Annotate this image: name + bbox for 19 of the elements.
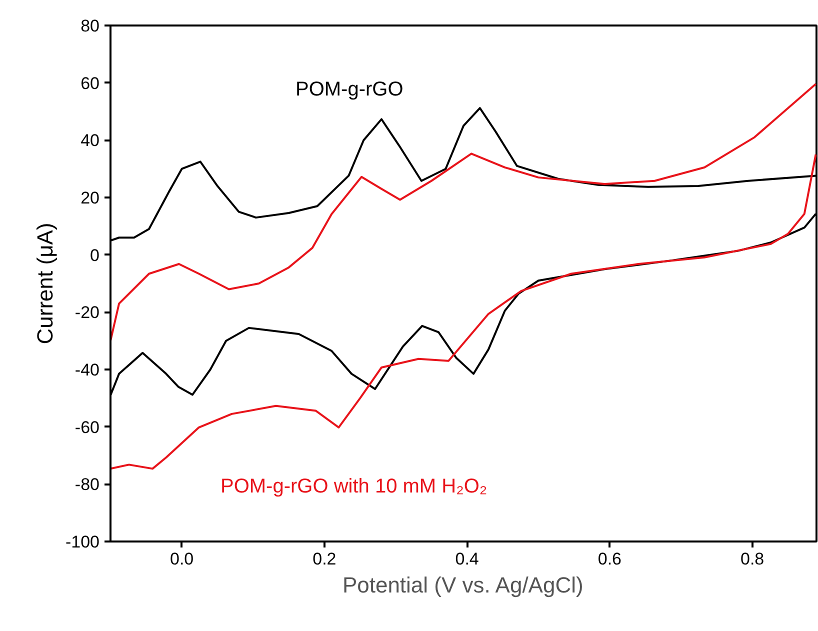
y-tick-label: 80	[80, 16, 100, 36]
x-axis-title: Potential (V vs. Ag/AgCl)	[342, 572, 584, 598]
y-tick-label: -100	[65, 532, 100, 552]
text: POM-g-rGO with 10 mM H₂O₂	[220, 476, 488, 498]
y-tick-label: 60	[80, 74, 100, 93]
x-tick-label: 0.0	[170, 550, 194, 568]
y-tick-label: -20	[74, 303, 100, 322]
series-label: POM-g-rGO	[296, 78, 404, 100]
y-axis-title: Current (μA)	[32, 222, 58, 344]
y-tick-label: -80	[74, 475, 100, 494]
x-tick-label: 0.8	[740, 550, 764, 568]
y-tick-label: 40	[80, 131, 100, 150]
x-tick-label: 0.4	[455, 550, 479, 568]
y-tick-label: 20	[80, 188, 100, 208]
x-tick-label: 0.2	[312, 550, 336, 568]
y-tick-label: -40	[74, 360, 100, 380]
y-tick-label: 0	[90, 246, 100, 265]
y-tick-label: -60	[74, 418, 100, 437]
x-tick-label: 0.6	[598, 550, 622, 568]
